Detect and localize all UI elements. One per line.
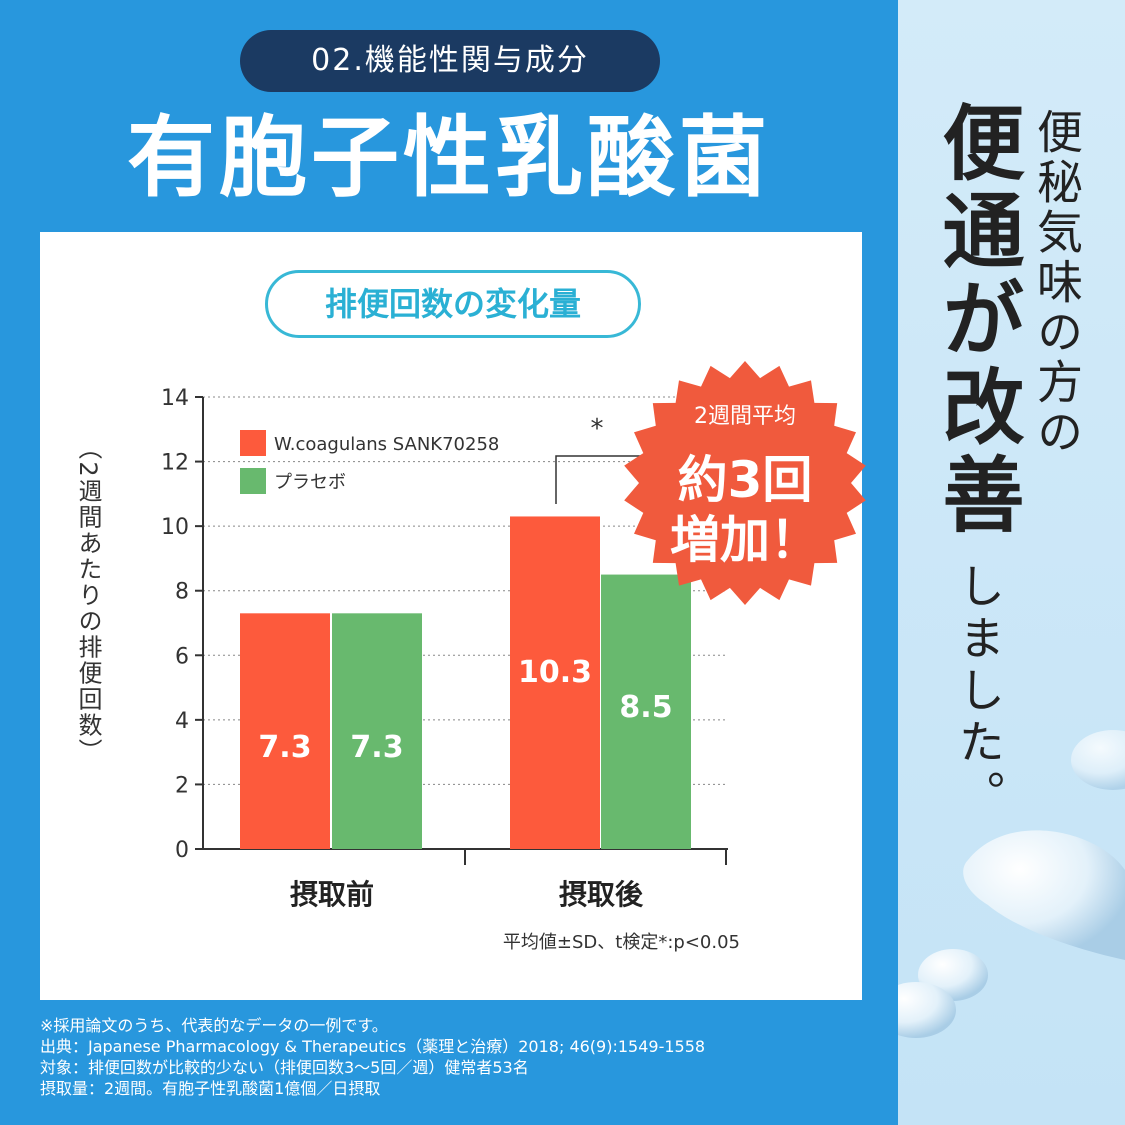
- y-tick-label: 12: [161, 451, 189, 476]
- legend-label: プラセボ: [274, 472, 346, 493]
- y-tick-label: 10: [161, 515, 189, 540]
- x-category-label: 摂取前: [290, 878, 374, 911]
- side-text-2: 便通が改善: [928, 100, 1024, 540]
- y-tick-label: 8: [175, 580, 189, 605]
- significance-marker: *: [591, 414, 604, 444]
- legend-label: W.coagulans SANK70258: [274, 434, 499, 455]
- right-panel: [898, 0, 1125, 1125]
- y-tick-label: 4: [175, 709, 189, 734]
- bar-value-label: 10.3: [518, 655, 592, 690]
- bar: [601, 574, 691, 849]
- side-text-3: しました。: [952, 562, 1006, 822]
- callout-burst: 2週間平均 約3回 増加！: [622, 360, 868, 606]
- bar: [332, 613, 422, 849]
- y-tick-label: 6: [175, 644, 189, 669]
- bar-value-label: 7.3: [258, 730, 311, 765]
- footnote-line: ※採用論文のうち、代表的なデータの一例です。: [40, 1016, 388, 1035]
- footnotes: ※採用論文のうち、代表的なデータの一例です。 出典：Japanese Pharm…: [40, 1015, 890, 1099]
- chart-note: 平均値±SD、t検定*:p<0.05: [503, 932, 740, 953]
- x-category-label: 摂取後: [559, 878, 644, 911]
- footnote-line: 摂取量：2週間。有胞子性乳酸菌1億個／日摂取: [40, 1079, 381, 1098]
- bar-value-label: 8.5: [619, 690, 672, 725]
- y-tick-label: 14: [161, 386, 189, 411]
- bar: [240, 613, 330, 849]
- burst-line2: 約3回: [677, 451, 813, 509]
- legend-swatch: [240, 430, 266, 456]
- burst-line3: 増加！: [670, 511, 820, 569]
- legend-swatch: [240, 468, 266, 494]
- burst-line1: 2週間平均: [694, 404, 796, 429]
- burst-shape: [624, 361, 866, 605]
- y-tick-label: 2: [175, 773, 189, 798]
- burst-star: [624, 361, 866, 605]
- side-text-1: 便秘気味の方の: [1030, 108, 1084, 458]
- page-title: 有胞子性乳酸菌: [126, 105, 771, 209]
- footnote-line: 対象：排便回数が比較的少ない（排便回数3〜5回／週）健常者53名: [40, 1058, 529, 1077]
- y-tick-label: 0: [175, 838, 189, 863]
- chart-card: 排便回数の変化量 0 2 4 6 8 10 12 14 （2週間あたりの排便回数） 7.3 7.3 摂…: [40, 232, 862, 1000]
- milk-drop-decoration: [898, 730, 1125, 1038]
- bar-chart: 0 2 4 6 8 10 12 14 （2週間あたりの排便回数） 7.3 7.3 摂取前 10.3 8.5…: [74, 386, 740, 953]
- footnote-line: 出典：Japanese Pharmacology & Therapeutics（…: [40, 1037, 706, 1056]
- bar-value-label: 7.3: [350, 730, 403, 765]
- y-axis-label: （2週間あたりの排便回数）: [74, 435, 102, 764]
- section-badge: 02.機能性関与成分: [240, 30, 660, 92]
- bar: [510, 516, 600, 849]
- chart-title: 排便回数の変化量: [265, 270, 641, 338]
